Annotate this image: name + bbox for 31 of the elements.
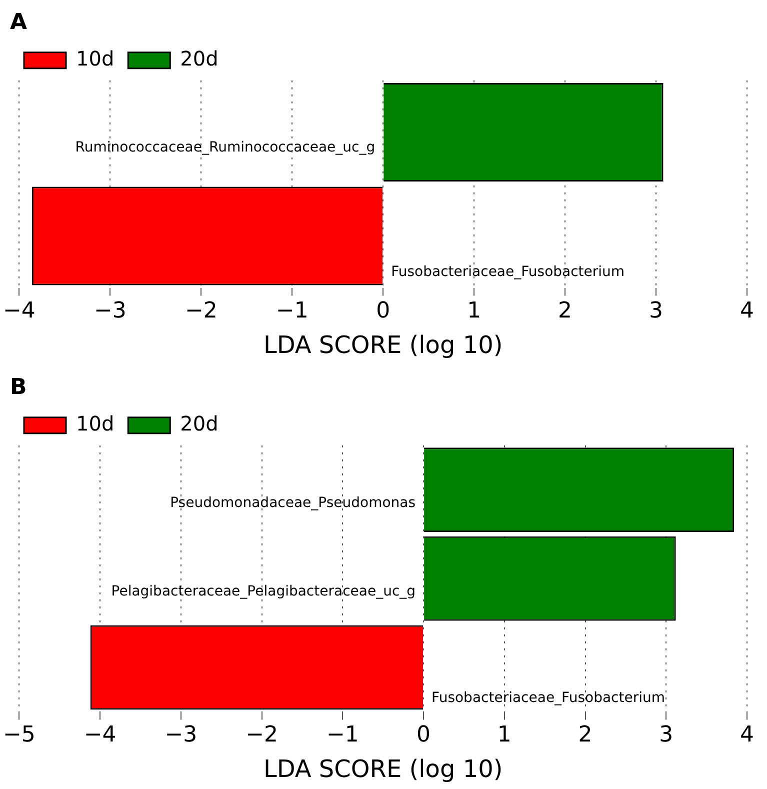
x-tick-label: −4 — [84, 722, 116, 748]
x-tick-label: 3 — [649, 298, 664, 324]
x-tick-label: −3 — [94, 298, 126, 324]
category-label: Pseudomonadaceae_Pseudomonas — [170, 494, 416, 511]
x-tick-label: 2 — [578, 722, 592, 748]
legend-label: 20d — [180, 46, 218, 71]
x-tick-label: 1 — [497, 722, 512, 748]
y-tick-label: Ruminococcaceae_Ruminococcaceae_uc_g — [75, 139, 376, 156]
x-tick-label: 0 — [416, 722, 431, 748]
x-tick-label: −5 — [2, 722, 36, 748]
x-tick-label: −2 — [184, 298, 218, 324]
x-tick-label: −4 — [2, 298, 36, 324]
x-tick-label: −3 — [164, 722, 198, 748]
x-tick-label: 2 — [558, 298, 572, 324]
legend-label: 10d — [76, 46, 114, 71]
x-tick-label: 4 — [740, 722, 754, 748]
category-label: Fusobacteriaceae_Fusobacterium — [432, 690, 666, 706]
x-axis-title: LDA SCORE (log 10) — [263, 330, 503, 359]
x-tick-label: 0 — [376, 298, 390, 324]
chart-title: B — [10, 374, 27, 400]
x-tick-label: 4 — [740, 298, 754, 324]
legend-label: 10d — [76, 412, 114, 436]
x-tick-label: −1 — [326, 722, 359, 748]
x-tick-label: −1 — [276, 298, 308, 324]
chart-title: A — [10, 10, 28, 35]
x-tick-label: 3 — [659, 722, 674, 748]
x-tick-label: −2 — [246, 722, 278, 748]
x-axis-title: LDA SCORE (log 10) — [263, 754, 503, 783]
x-tick-label: 1 — [467, 298, 482, 324]
legend-label: 20d — [180, 412, 218, 436]
category-label: Pelagibacteraceae_Pelagibacteraceae_uc_g — [111, 584, 416, 600]
